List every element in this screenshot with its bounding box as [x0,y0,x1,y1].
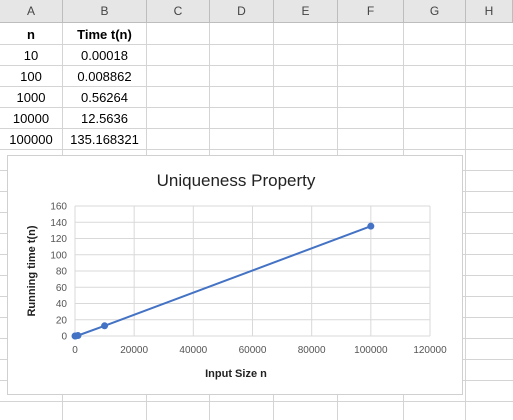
column-header-f[interactable]: F [338,0,404,23]
x-tick-label: 120000 [413,345,447,356]
cell-time[interactable]: 0.008862 [77,68,132,84]
cell-n[interactable]: 1000 [16,89,46,105]
gridline-vertical [465,23,466,420]
gridline-horizontal [0,128,513,129]
y-tick-label: 100 [50,250,67,261]
cell-time[interactable]: 0.56264 [81,89,128,105]
y-tick-label: 120 [50,234,67,245]
y-tick-label: 20 [56,315,68,326]
gridline-horizontal [0,401,513,402]
cell-time[interactable]: 12.5636 [81,110,128,126]
column-header-d[interactable]: D [210,0,274,23]
gridline-horizontal [0,65,513,66]
x-tick-label: 40000 [179,345,207,356]
column-header-g[interactable]: G [404,0,466,23]
column-header-a[interactable]: A [0,0,63,23]
x-axis-title: Input Size n [205,368,267,380]
column-header-b[interactable]: B [63,0,147,23]
gridline-horizontal [0,149,513,150]
y-tick-label: 0 [61,332,67,343]
chart-title: Uniqueness Property [157,171,316,190]
cell-n[interactable]: 10000 [12,110,50,126]
x-tick-label: 0 [72,345,78,356]
chart-plot: Uniqueness Property 0 20 40 60 80 100 120 140 16… [26,171,447,380]
column-header-c[interactable]: C [147,0,210,23]
x-tick-label: 80000 [298,345,326,356]
y-tick-label: 160 [50,202,67,213]
data-point[interactable] [74,332,82,340]
y-tick-label: 140 [50,218,67,229]
y-tick-label: 60 [56,283,68,294]
cell-time[interactable]: 135.168321 [70,131,139,147]
x-tick-label: 60000 [239,345,267,356]
header-cell-n[interactable]: n [27,26,35,42]
column-header-h[interactable]: H [466,0,513,23]
y-axis-title: Running time t(n) [26,225,38,316]
y-tick-label: 80 [56,267,68,278]
data-point[interactable] [367,222,375,230]
header-cell-time[interactable]: Time t(n) [77,26,132,42]
gridline-horizontal [0,44,513,45]
data-point[interactable] [101,322,109,330]
x-tick-label: 20000 [120,345,148,356]
column-header-e[interactable]: E [274,0,338,23]
gridline-horizontal [0,107,513,108]
y-tick-label: 40 [56,299,68,310]
gridline-horizontal [0,86,513,87]
cell-n[interactable]: 100000 [9,131,53,147]
cell-n[interactable]: 10 [23,47,39,63]
cell-n[interactable]: 100 [20,68,42,84]
chart-area[interactable]: Uniqueness Property 0 20 40 60 80 100 120 140 16… [7,155,463,395]
x-tick-label: 100000 [354,345,388,356]
cell-time[interactable]: 0.00018 [81,47,128,63]
